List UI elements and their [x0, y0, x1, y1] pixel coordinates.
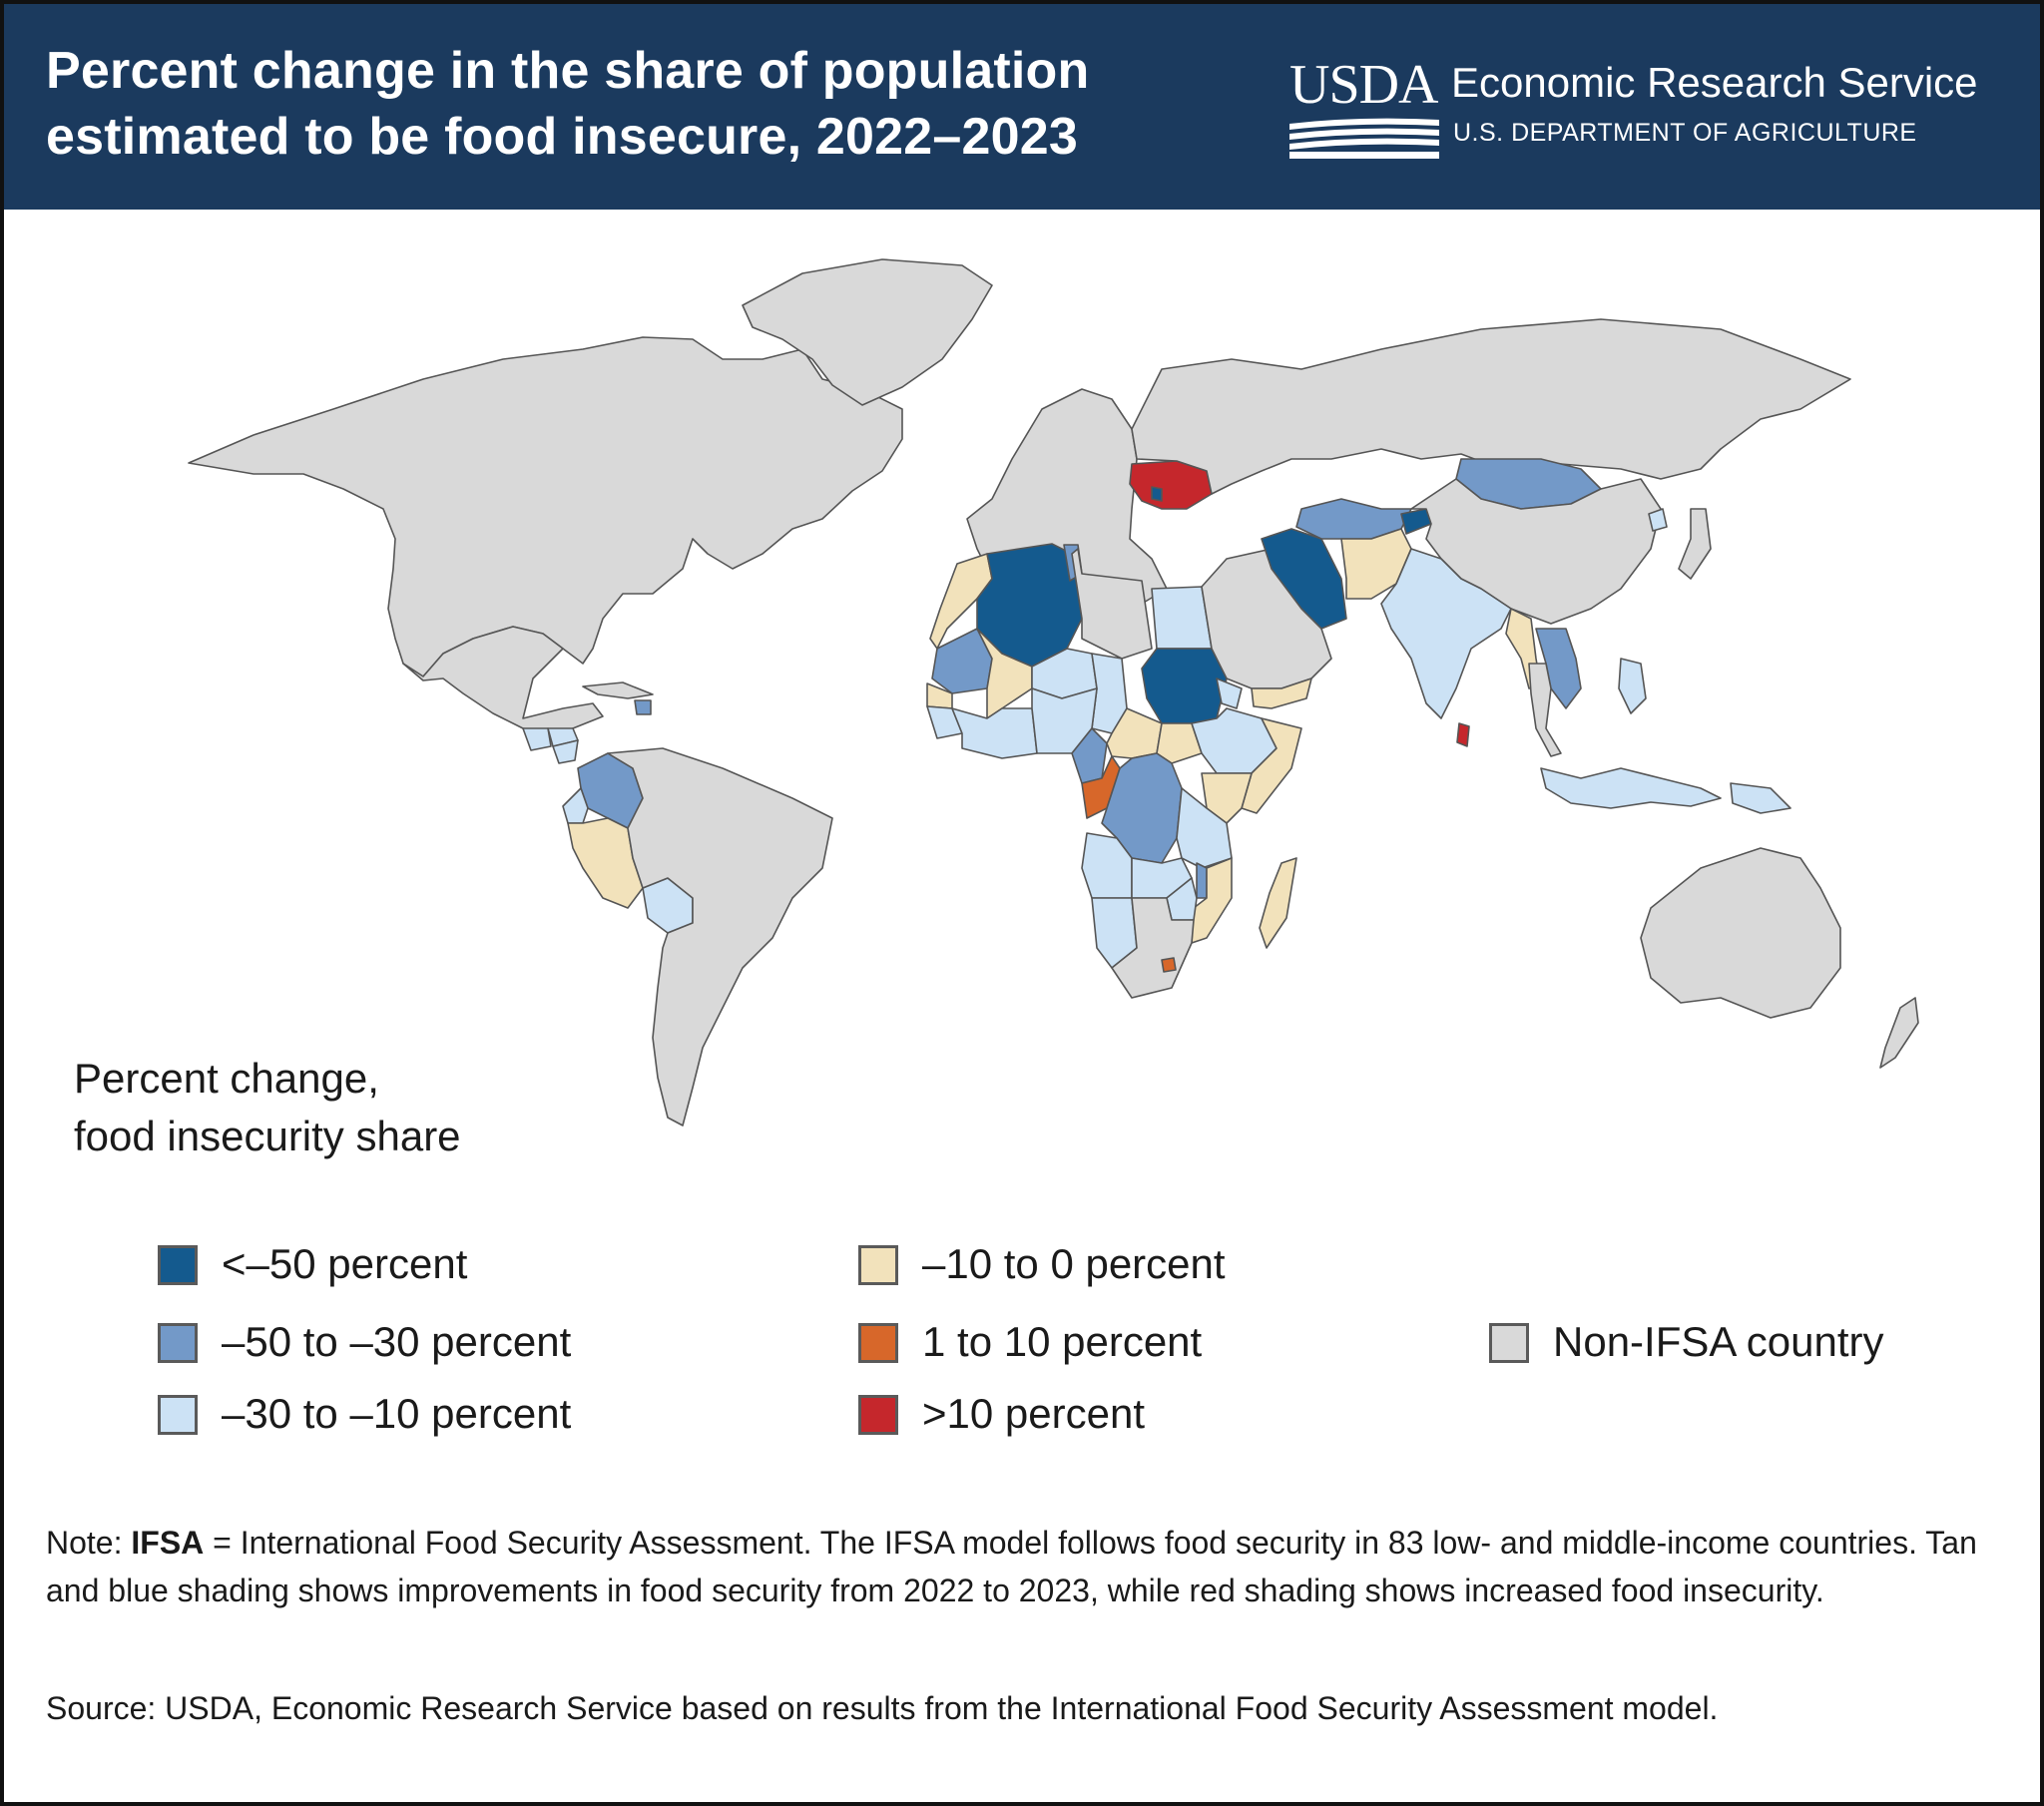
- map-region-south-america: [607, 747, 833, 1127]
- map-region-nicaragua: [552, 739, 579, 764]
- map-region-sudan: [1141, 648, 1228, 724]
- map-region-russia: [1131, 318, 1851, 495]
- map-region-tanzania: [1176, 787, 1233, 869]
- chart-title: Percent change in the share of populatio…: [46, 38, 1224, 170]
- note-prefix: Note:: [46, 1525, 132, 1561]
- map-region-drc: [1101, 752, 1183, 864]
- legend-label: Non-IFSA country: [1553, 1318, 1884, 1365]
- usda-logo-text: USDA: [1289, 54, 1438, 116]
- title-line-2: estimated to be food insecure, 2022–2023: [46, 108, 1078, 166]
- map-region-libya: [1071, 548, 1153, 660]
- map-region-moldova: [1151, 486, 1163, 502]
- map-region-new-zealand: [1879, 997, 1919, 1069]
- note-ifsa-bold: IFSA: [131, 1525, 205, 1561]
- agency-name: Economic Research Service: [1451, 59, 1978, 106]
- usda-logo: USDA: [1289, 56, 1439, 160]
- legend-title: Percent change, food insecurity share: [74, 1050, 673, 1165]
- world-map: [188, 258, 1919, 1127]
- source-text: Source: USDA, Economic Research Service …: [46, 1690, 1719, 1726]
- header-banner: Percent change in the share of populatio…: [4, 4, 2040, 210]
- map-region-somalia: [1241, 717, 1302, 814]
- legend-swatch: [1489, 1323, 1529, 1363]
- map-region-iran: [1261, 528, 1347, 630]
- map-region-guatemala: [522, 727, 552, 751]
- department-name: U.S. DEPARTMENT OF AGRICULTURE: [1453, 119, 1917, 147]
- map-region-southeast-asia: [1528, 663, 1562, 757]
- legend-swatch: [158, 1323, 198, 1363]
- map-region-greenland: [742, 258, 993, 406]
- legend-label: <–50 percent: [222, 1240, 468, 1287]
- note-text: Note: IFSA = International Food Security…: [46, 1519, 2002, 1614]
- map-region-china: [1410, 478, 1662, 625]
- map-region-eritrea: [1216, 677, 1243, 709]
- usda-swoosh-icon: [1289, 118, 1439, 159]
- legend-label: –30 to –10 percent: [222, 1390, 572, 1437]
- legend-swatch: [858, 1245, 898, 1285]
- map-region-yemen: [1251, 677, 1312, 709]
- map-region-north-korea: [1648, 508, 1668, 532]
- map-region-japan: [1678, 508, 1712, 580]
- map-region-indonesia: [1540, 767, 1722, 809]
- legend-swatch: [158, 1245, 198, 1285]
- map-region-west-africa-coast: [951, 707, 1038, 759]
- map-region-png: [1730, 782, 1791, 814]
- legend-label: –10 to 0 percent: [922, 1240, 1226, 1287]
- map-region-india: [1380, 548, 1512, 719]
- map-region-kenya: [1201, 772, 1253, 824]
- map-region-philippines: [1618, 658, 1647, 714]
- map-region-mexico: [402, 626, 604, 734]
- map-region-mozambique: [1191, 857, 1233, 944]
- map-region-cuba: [582, 681, 654, 699]
- map-region-cameroon: [1071, 727, 1108, 784]
- legend-title-line-1: Percent change,: [74, 1055, 379, 1102]
- map-region-haiti: [634, 699, 652, 715]
- map-region-australia: [1640, 847, 1841, 1019]
- legend-title-line-2: food insecurity share: [74, 1113, 461, 1159]
- map-region-lesotho: [1161, 957, 1177, 973]
- legend-label: 1 to 10 percent: [922, 1318, 1203, 1365]
- note-body: = International Food Security Assessment…: [46, 1525, 1977, 1608]
- map-region-malawi: [1196, 862, 1208, 899]
- map-region-north-america: [188, 336, 903, 677]
- map-region-south-africa: [1111, 897, 1195, 999]
- legend-label: >10 percent: [922, 1390, 1146, 1437]
- map-region-south-sudan: [1156, 722, 1203, 764]
- legend-swatch: [858, 1395, 898, 1435]
- map-region-sri-lanka: [1456, 722, 1470, 747]
- legend-label: –50 to –30 percent: [222, 1318, 572, 1365]
- title-line-1: Percent change in the share of populatio…: [46, 42, 1090, 100]
- legend-swatch: [158, 1395, 198, 1435]
- legend-swatch: [858, 1323, 898, 1363]
- map-region-madagascar: [1259, 857, 1297, 949]
